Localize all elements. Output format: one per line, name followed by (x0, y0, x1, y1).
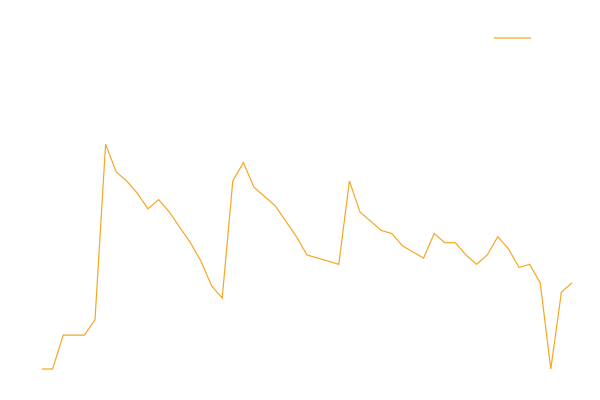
series-line-0 (42, 143, 573, 370)
series-layer (42, 143, 573, 370)
